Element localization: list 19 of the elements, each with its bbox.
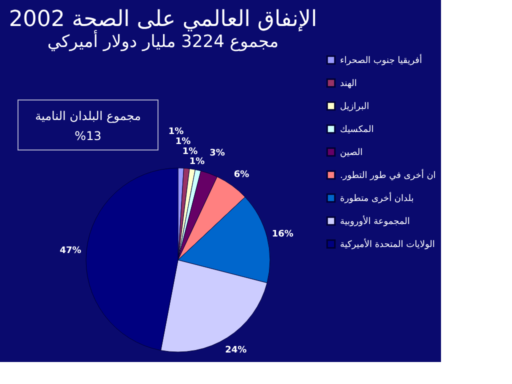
legend-label: المجموعة الأوروبية: [340, 215, 410, 227]
legend-label: بلدان أخرى متطورة: [340, 192, 414, 204]
legend-label: .ان أخرى في طور التطور: [340, 169, 436, 181]
chart-subtitle: مجموع 3224 مليار دولار أميركي: [47, 30, 279, 52]
data-label: 6%: [234, 170, 250, 180]
legend-label: المكسيك: [340, 125, 374, 135]
data-label: 24%: [225, 346, 247, 356]
data-label: 1%: [182, 147, 198, 157]
legend-label: الصين: [340, 148, 363, 158]
data-label: 3%: [210, 148, 225, 159]
legend-label: البرازيل: [340, 102, 370, 112]
legend-label: الولايات المتحدة الأميركية: [340, 238, 435, 250]
data-label: 47%: [60, 246, 82, 256]
data-label: 16%: [272, 230, 294, 240]
legend-label: الهند: [340, 79, 357, 89]
data-label: 1%: [168, 127, 184, 137]
legend-label: أفريقيا جنوب الصحراء: [340, 54, 422, 66]
data-label: 1%: [175, 137, 191, 147]
data-label: 1%: [189, 157, 205, 167]
